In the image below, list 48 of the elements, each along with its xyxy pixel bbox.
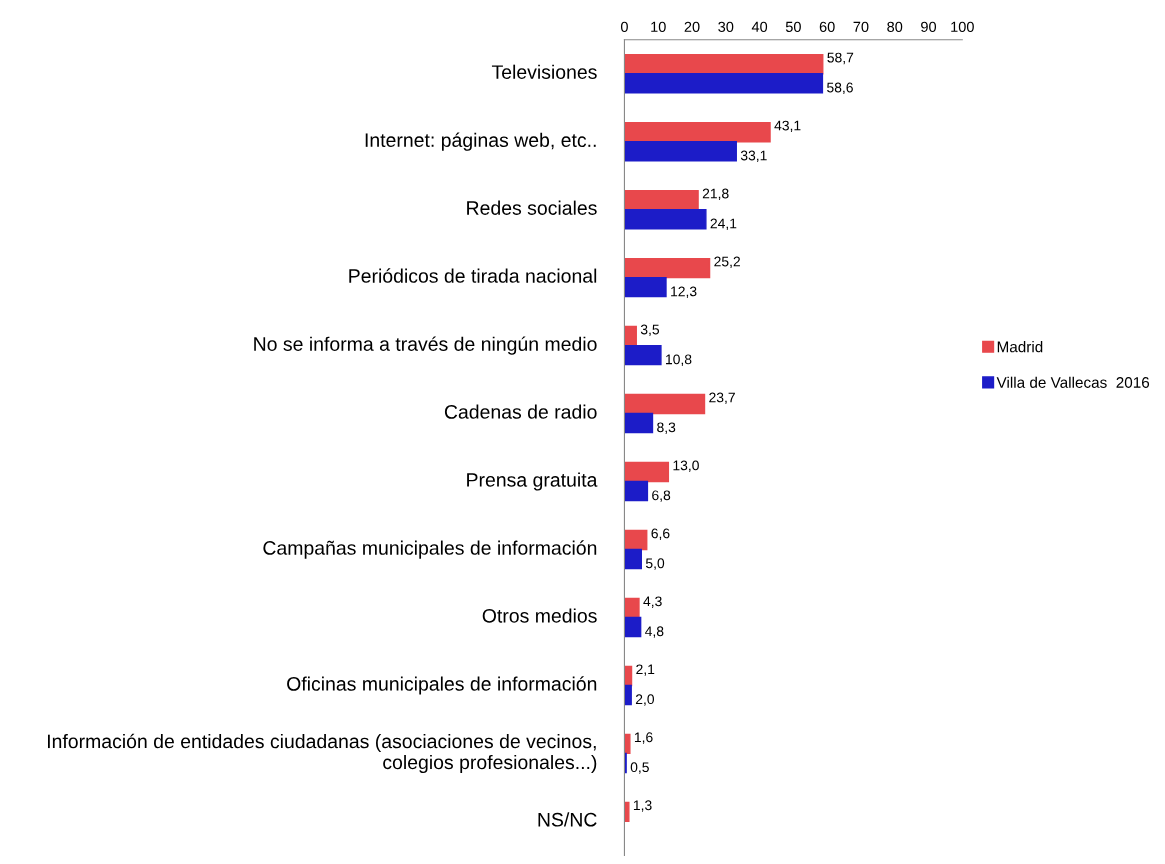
data-label: 2,0 (635, 694, 655, 706)
x-tick-label: 30 (718, 21, 734, 32)
legend-label: Villa de Vallecas 2016 (996, 376, 1150, 388)
x-tick-label: 100 (951, 21, 974, 32)
data-label: 1,3 (633, 800, 652, 812)
y-tick-label: NS/NC (538, 812, 597, 827)
y-tick-label: No se informa a través de ningún medio (254, 336, 597, 355)
x-tick-label: 50 (785, 21, 801, 32)
data-label: 13,0 (673, 460, 699, 472)
data-label: 2,1 (636, 664, 655, 676)
y-tick-label: Televisiones (491, 64, 597, 79)
data-label: 6,6 (651, 528, 670, 540)
data-label: 23,7 (709, 392, 735, 404)
y-tick-label: Internet: páginas web, etc.. (365, 132, 596, 151)
data-label: 58,6 (827, 82, 853, 95)
data-label: 58,7 (827, 52, 854, 65)
data-label: 25,2 (714, 256, 740, 269)
y-tick-label: Periódicos de tirada nacional (349, 268, 597, 283)
y-tick-label: Prensa gratuita (467, 472, 598, 491)
x-tick-label: 40 (751, 21, 768, 32)
data-label: 3,5 (640, 324, 660, 337)
data-label: 4,3 (643, 596, 662, 608)
x-tick-label: 20 (684, 21, 700, 32)
data-label: 43,1 (774, 120, 801, 133)
data-label: 4,8 (645, 626, 664, 638)
y-tick-label: Oficinas municipales de información (287, 676, 597, 695)
data-label: 10,8 (666, 354, 692, 366)
y-tick-label: Cadenas de radio (444, 404, 597, 419)
data-label: 8,3 (657, 422, 676, 434)
data-label: 0,5 (630, 762, 649, 774)
x-tick-label: 90 (921, 21, 937, 32)
y-tick-label: Campañas municipales de información (263, 540, 597, 559)
data-label: 21,8 (702, 188, 729, 201)
x-tick-label: 10 (651, 21, 666, 32)
x-tick-label: 0 (620, 21, 628, 32)
y-tick-label: Información de entidades ciudadanas (asociaciones de vecinos, colegios profesionales...) (47, 733, 597, 774)
x-tick-label: 80 (887, 21, 903, 32)
legend-label: Madrid (997, 341, 1043, 353)
y-tick-label: Otros medios (482, 608, 597, 623)
data-label: 5,0 (645, 558, 665, 570)
x-tick-label: 70 (853, 21, 869, 32)
data-label: 33,1 (740, 150, 767, 163)
data-label: 6,8 (652, 490, 671, 502)
y-tick-label: Redes sociales (467, 200, 597, 215)
x-tick-label: 60 (819, 21, 835, 32)
data-label: 24,1 (710, 218, 737, 230)
data-label: 1,6 (634, 732, 653, 744)
data-label: 12,3 (671, 286, 697, 298)
